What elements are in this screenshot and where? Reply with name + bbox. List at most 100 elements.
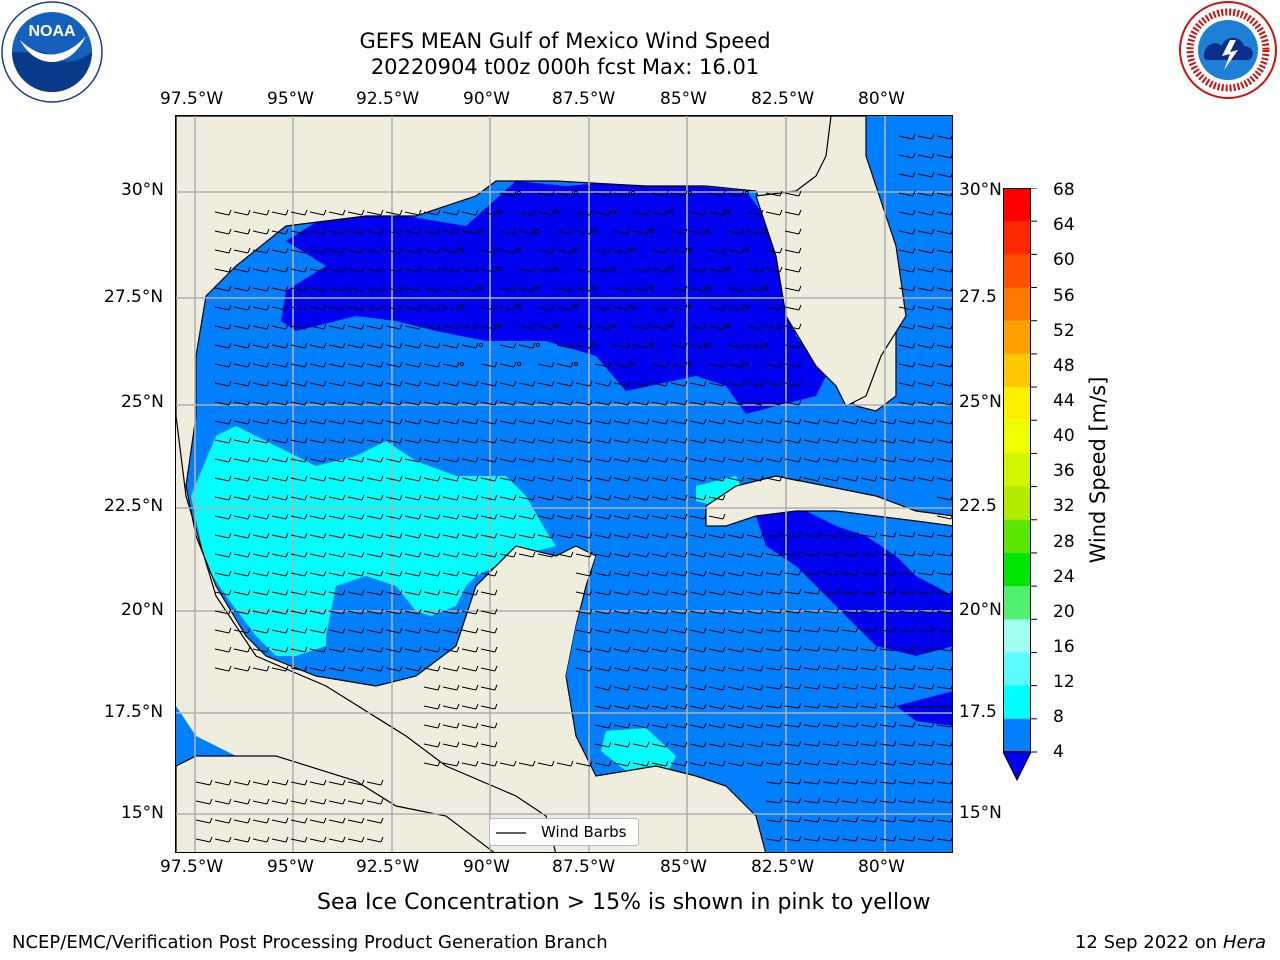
wind-barb bbox=[271, 817, 289, 824]
wind-barb bbox=[271, 266, 289, 273]
wind-barb bbox=[309, 665, 327, 672]
wind-barb bbox=[936, 515, 952, 520]
wind-barb bbox=[841, 645, 859, 652]
wind-barb bbox=[575, 228, 593, 235]
wind-barb bbox=[423, 456, 441, 463]
wind-barb bbox=[746, 399, 764, 406]
wind-barb bbox=[499, 760, 517, 767]
wind-barb bbox=[746, 266, 764, 273]
wind-barb bbox=[689, 665, 707, 672]
wind-barb bbox=[879, 816, 897, 823]
wind-barb bbox=[404, 456, 422, 463]
wind-barb bbox=[499, 285, 517, 292]
wind-barb bbox=[822, 664, 840, 671]
calm-wind-marker bbox=[630, 304, 636, 310]
colorbar-tick: 32 bbox=[1053, 496, 1075, 516]
wind-barb bbox=[727, 342, 745, 349]
wind-barb bbox=[879, 645, 897, 652]
wind-barb bbox=[480, 437, 498, 444]
wind-barb bbox=[347, 380, 365, 387]
wind-barb bbox=[689, 627, 707, 634]
wind-barb bbox=[784, 361, 802, 368]
wind-barb bbox=[708, 741, 726, 748]
wind-barb bbox=[366, 532, 384, 539]
wind-barb bbox=[309, 589, 327, 596]
wind-barb bbox=[765, 588, 783, 595]
wind-barb bbox=[271, 836, 289, 843]
wind-barb bbox=[841, 664, 859, 671]
wind-barb bbox=[594, 361, 612, 368]
wind-barb bbox=[518, 209, 536, 216]
wind-barb bbox=[670, 627, 688, 634]
wind-barb bbox=[784, 323, 802, 330]
wind-barb bbox=[328, 209, 346, 216]
wind-barb bbox=[594, 646, 612, 653]
wind-barb bbox=[708, 551, 726, 558]
wind-barb bbox=[233, 627, 251, 634]
wind-barb bbox=[423, 665, 441, 672]
wind-barb bbox=[347, 285, 365, 292]
wind-barb bbox=[556, 760, 574, 767]
lon-label: 85°W bbox=[660, 857, 707, 877]
wind-barb bbox=[328, 323, 346, 330]
wind-barb bbox=[404, 646, 422, 653]
wind-barb bbox=[784, 645, 802, 652]
wind-barb bbox=[689, 456, 707, 463]
wind-barb bbox=[404, 399, 422, 406]
wind-barb bbox=[252, 361, 270, 368]
wind-barb bbox=[404, 589, 422, 596]
wind-barb bbox=[575, 627, 593, 634]
wind-barb bbox=[385, 456, 403, 463]
wind-barb bbox=[252, 228, 270, 235]
wind-barb bbox=[252, 646, 270, 653]
wind-barb bbox=[233, 361, 251, 368]
wind-barb bbox=[214, 456, 232, 463]
wind-barb bbox=[423, 589, 441, 596]
colorbar-tick: 36 bbox=[1053, 461, 1075, 481]
wind-barb bbox=[442, 418, 460, 425]
colorbar-swatch bbox=[1003, 188, 1031, 222]
wind-barb bbox=[898, 550, 916, 557]
wind-barb bbox=[651, 665, 669, 672]
wind-barb bbox=[936, 363, 952, 368]
colorbar-swatch bbox=[1003, 486, 1031, 521]
wind-barb bbox=[708, 608, 726, 615]
wind-barb bbox=[917, 323, 935, 330]
wind-barb bbox=[214, 570, 232, 577]
lon-label: 92.5°W bbox=[356, 89, 420, 109]
wind-barb bbox=[328, 589, 346, 596]
wind-barb bbox=[214, 551, 232, 558]
wind-barb bbox=[936, 742, 952, 747]
wind-barb bbox=[290, 228, 308, 235]
wind-barb bbox=[347, 304, 365, 311]
wind-barb bbox=[670, 513, 688, 520]
wind-barb bbox=[347, 361, 365, 368]
wind-barb bbox=[366, 475, 384, 482]
wind-barb bbox=[442, 627, 460, 634]
wind-barb bbox=[480, 247, 498, 254]
wind-barb bbox=[271, 513, 289, 520]
lon-label: 80°W bbox=[858, 89, 905, 109]
wind-barb bbox=[328, 266, 346, 273]
wind-barb bbox=[803, 664, 821, 671]
wind-barb bbox=[594, 684, 612, 691]
wind-barb bbox=[708, 209, 726, 216]
wind-barb bbox=[480, 304, 498, 311]
wind-barb bbox=[936, 628, 952, 633]
wind-barb bbox=[784, 664, 802, 671]
wind-barb bbox=[252, 779, 270, 786]
wind-barb bbox=[442, 741, 460, 748]
wind-barb bbox=[917, 816, 935, 823]
wind-barb bbox=[803, 437, 821, 444]
wind-barb bbox=[594, 380, 612, 387]
wind-barb bbox=[936, 609, 952, 614]
wind-barb bbox=[271, 209, 289, 216]
wind-barb bbox=[765, 190, 783, 197]
wind-barb bbox=[404, 304, 422, 311]
wind-barb bbox=[898, 361, 916, 368]
wind-barb bbox=[404, 323, 422, 330]
wind-barb bbox=[461, 551, 479, 558]
wind-barb bbox=[708, 570, 726, 577]
wind-barb bbox=[594, 570, 612, 577]
wind-barb bbox=[765, 456, 783, 463]
